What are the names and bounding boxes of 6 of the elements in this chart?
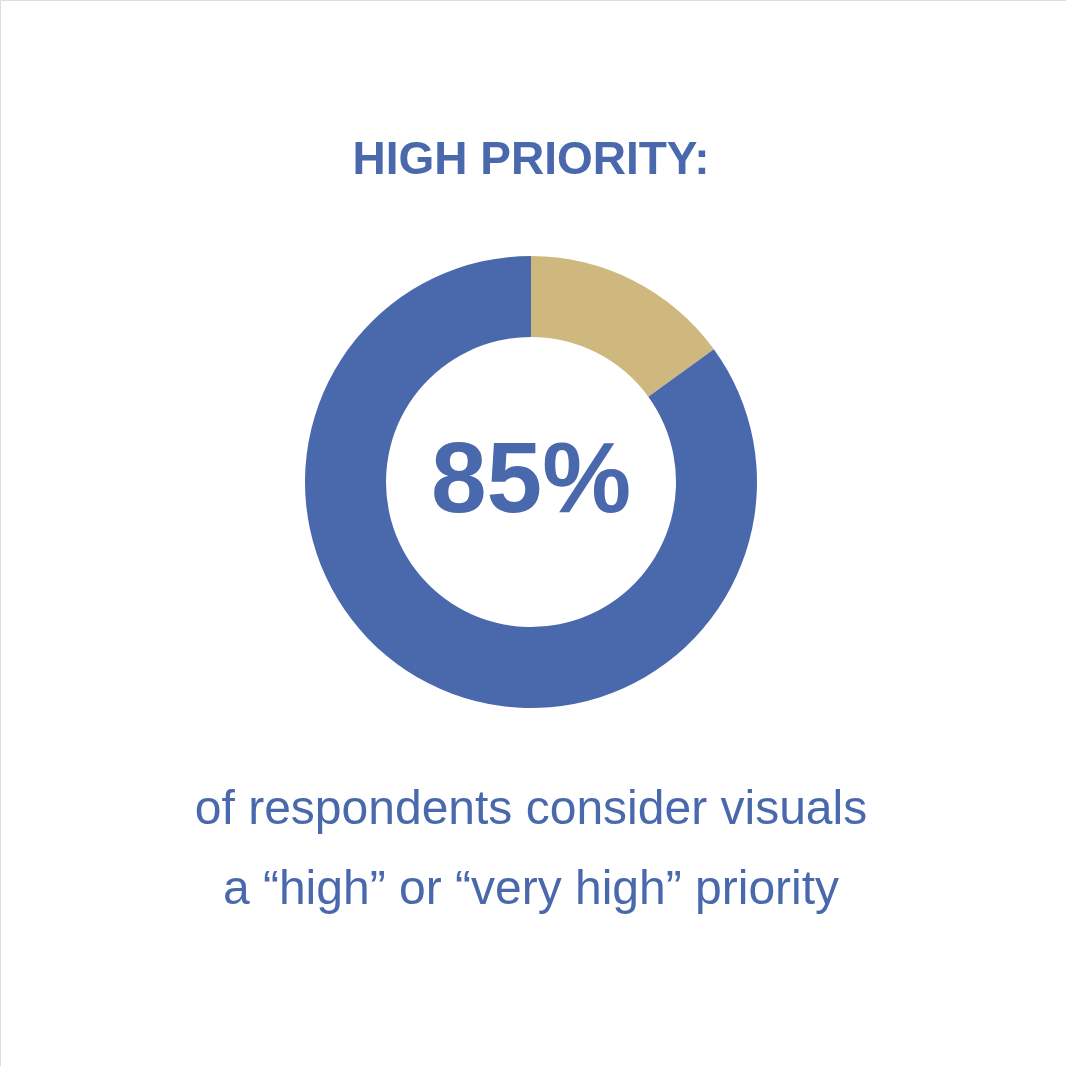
donut-slice: [305, 256, 757, 708]
text: of respondents consider visuals: [194, 781, 868, 834]
data-label: 85%: [430, 421, 632, 533]
text: a “high” or “very high” priority: [222, 861, 840, 914]
donut-slice: [531, 256, 714, 397]
chart-title: HIGH PRIORITY:: [352, 132, 710, 184]
